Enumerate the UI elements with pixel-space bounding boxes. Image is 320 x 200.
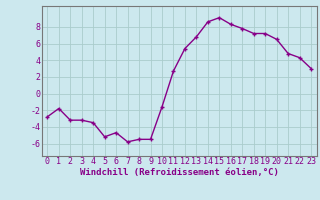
X-axis label: Windchill (Refroidissement éolien,°C): Windchill (Refroidissement éolien,°C): [80, 168, 279, 177]
